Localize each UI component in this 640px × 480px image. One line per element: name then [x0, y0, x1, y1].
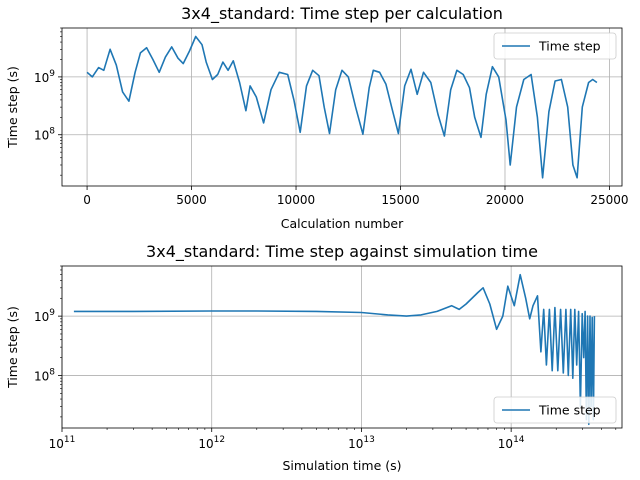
legend-box	[493, 396, 617, 424]
y-axis-label: Time step (s)	[5, 66, 20, 149]
y-tick-label: 108	[34, 367, 55, 383]
y-tick-label: 108	[34, 127, 55, 143]
x-tick-label: 20000	[486, 193, 524, 207]
series-line-time-step	[86, 35, 598, 179]
y-tick-label: 109	[34, 308, 55, 324]
x-tick-label: 0	[83, 193, 91, 207]
chart-title: 3x4_standard: Time step per calculation	[181, 4, 503, 24]
x-tick-label: 1012	[198, 435, 225, 451]
x-axis-label: Simulation time (s)	[282, 458, 401, 473]
legend: Time step	[493, 396, 617, 424]
x-tick-label: 10000	[277, 193, 315, 207]
x-tick-label: 1011	[49, 435, 76, 451]
x-tick-label: 1014	[498, 435, 525, 451]
x-tick-label: 25000	[590, 193, 628, 207]
x-axis-label: Calculation number	[281, 216, 404, 231]
plot-frame	[61, 27, 623, 187]
y-axis-label: Time step (s)	[5, 306, 20, 389]
legend-label: Time step	[538, 403, 601, 418]
series-line-time-step	[73, 273, 596, 426]
x-tick-label: 15000	[381, 193, 419, 207]
legend-box	[493, 32, 617, 60]
chart-2: 3x4_standard: Time step against simulati…	[5, 242, 623, 473]
plot-frame	[61, 265, 623, 429]
legend: Time step	[493, 32, 617, 60]
legend-label: Time step	[538, 39, 601, 54]
x-tick-label: 1013	[348, 435, 375, 451]
chart-title: 3x4_standard: Time step against simulati…	[146, 242, 538, 262]
y-tick-label: 109	[34, 69, 55, 85]
x-tick-label: 5000	[176, 193, 207, 207]
chart-1: 0 5000 10000 15000 20000 25000 3x4_standard: T…	[5, 4, 629, 231]
